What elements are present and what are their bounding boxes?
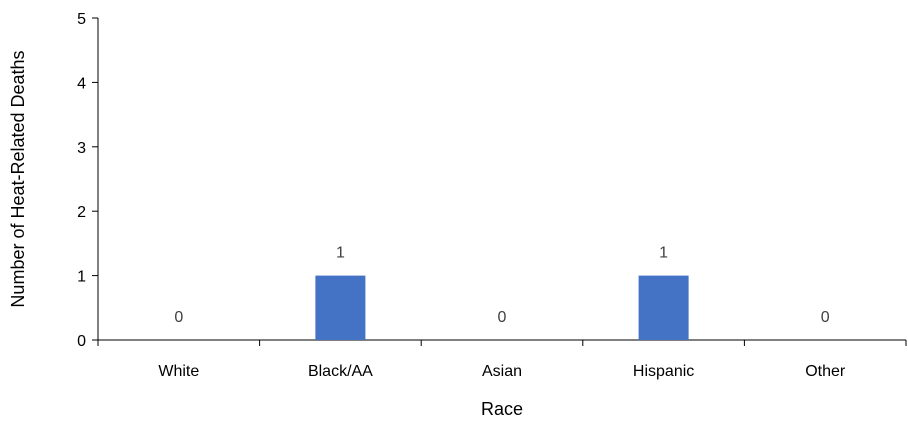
x-tick-label: Asian [482,363,522,380]
data-label: 0 [821,309,830,326]
y-tick-label: 4 [77,75,86,92]
x-tick-label: Black/AA [308,363,373,380]
data-label: 1 [336,245,345,262]
data-label: 0 [498,309,507,326]
y-axis-title: Number of Heat-Related Deaths [8,50,28,307]
x-tick-label: Hispanic [633,363,694,380]
y-tick-label: 2 [77,204,86,221]
bar [315,275,366,340]
x-axis-title: Race [481,399,523,419]
y-tick-label: 5 [77,11,86,28]
bar [638,275,689,340]
x-tick-label: Other [805,363,846,380]
x-tick-label: White [158,363,199,380]
data-label: 1 [659,245,668,262]
y-tick-label: 3 [77,140,86,157]
y-tick-label: 0 [77,333,86,350]
data-label: 0 [174,309,183,326]
y-tick-label: 1 [77,269,86,286]
plot-area: 0 1 2 3 4 5 0 White 1 Black/AA 0 Asian 1 Hispanic 0 Oth… [77,11,907,380]
